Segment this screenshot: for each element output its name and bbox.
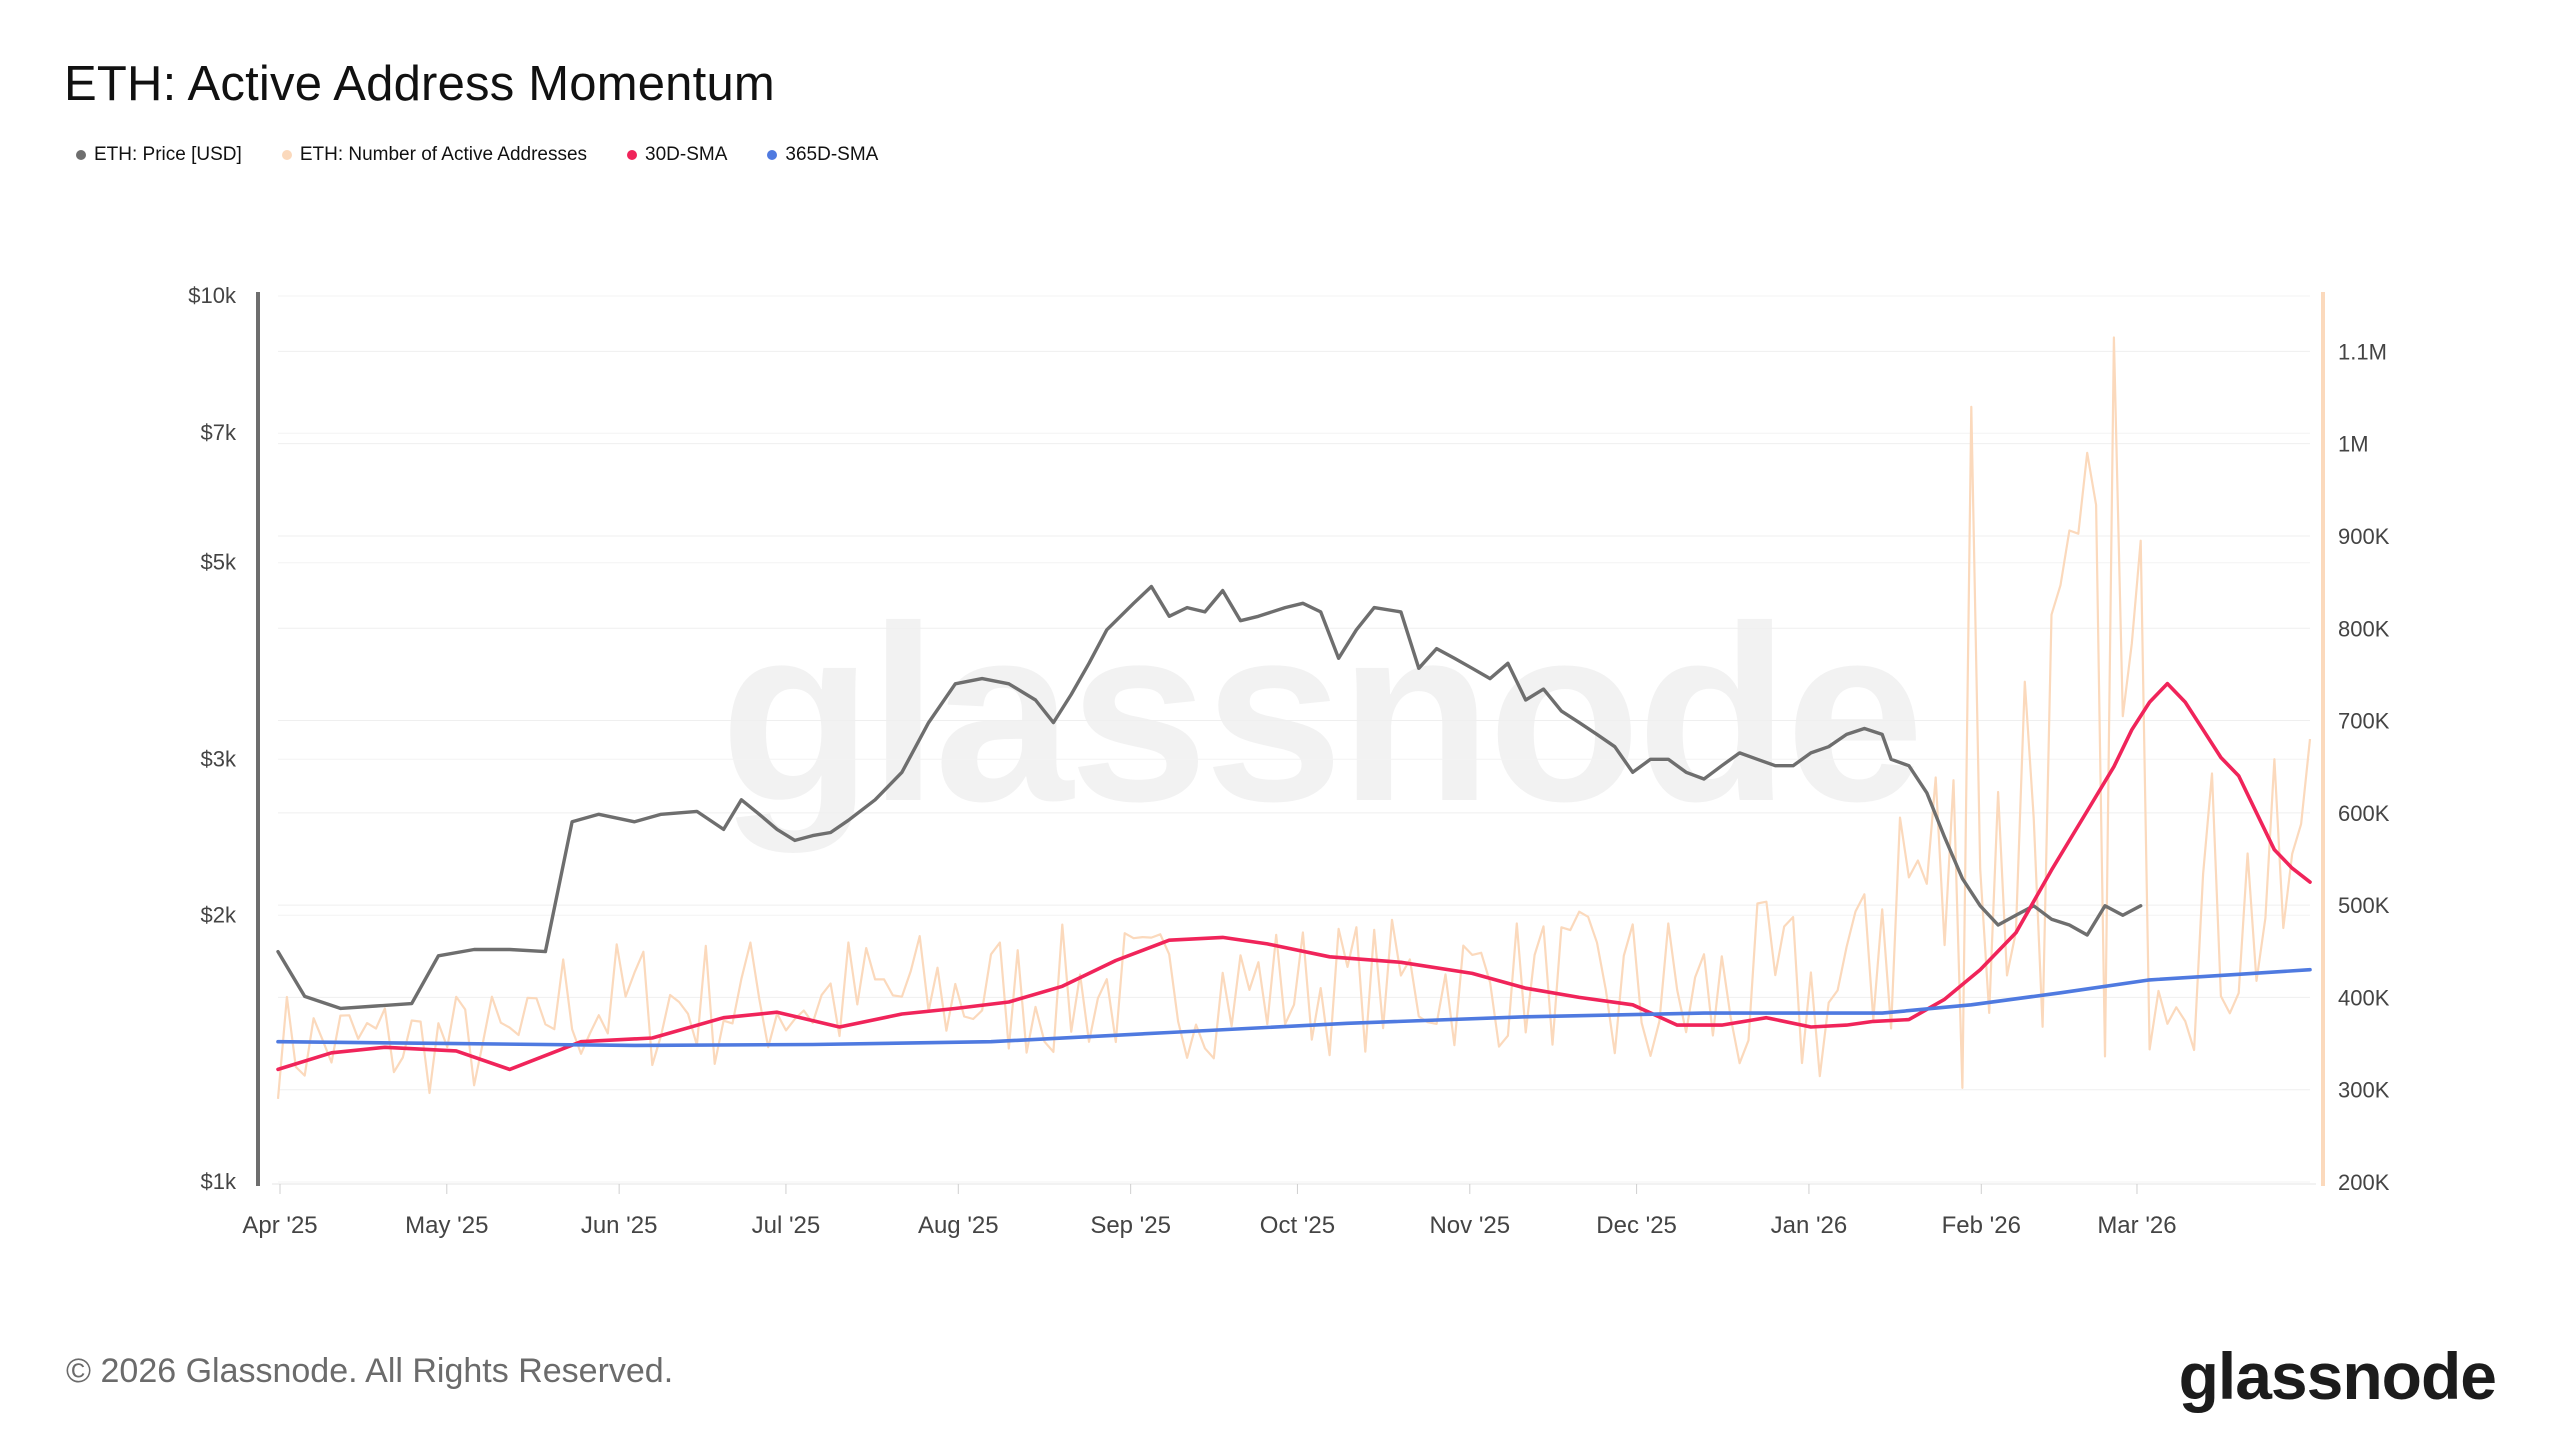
series-365d-sma [276,967,2312,1048]
glassnode-logo: glassnode [2178,1339,2497,1413]
x-tick-label: Mar '26 [2097,1212,2176,1239]
x-tick-label: Aug '25 [918,1212,999,1239]
legend: ETH: Price [USD] ETH: Number of Active A… [76,144,878,166]
series-active-addresses [276,336,2312,1099]
legend-dot-price [76,150,86,160]
y-right-tick-label: 400K [2338,985,2390,1010]
y-left-tick-label: $1k [201,1169,237,1194]
legend-item-price[interactable]: ETH: Price [USD] [76,144,242,166]
legend-label-30d-sma: 30D-SMA [645,144,728,165]
y-right-tick-label: 1.1M [2338,339,2387,364]
x-tick-label: Feb '26 [1942,1212,2021,1239]
x-tick-label: Apr '25 [242,1212,317,1239]
y-left-tick-label: $10k [188,283,237,308]
legend-dot-30d-sma [627,150,638,160]
x-tick-label: Dec '25 [1596,1212,1677,1239]
y-right-tick-label: 800K [2338,616,2390,641]
y-right-tick-label: 900K [2338,524,2390,549]
x-tick-label: May '25 [405,1212,488,1239]
y-right-tick-label: 1M [2338,432,2369,457]
x-tick-label: Oct '25 [1260,1212,1335,1239]
copyright-footer: © 2026 Glassnode. All Rights Reserved. [66,1352,674,1390]
x-tick-label: Nov '25 [1429,1212,1510,1239]
x-tick-label: Sep '25 [1090,1212,1171,1239]
y-left-tick-label: $5k [201,550,237,575]
y-right-tick-label: 300K [2338,1078,2390,1103]
legend-label-365d-sma: 365D-SMA [785,144,879,165]
chart-title: ETH: Active Address Momentum [64,57,775,111]
x-tick-label: Jul '25 [752,1212,821,1239]
x-tick-label: Jun '25 [581,1212,658,1239]
legend-dot-active-addresses [281,150,292,160]
y-left-tick-label: $7k [201,420,237,445]
legend-dot-365d-sma [767,150,778,160]
series-price [276,584,2143,1011]
y-right-tick-label: 600K [2338,801,2390,826]
legend-label-price: ETH: Price [USD] [94,144,242,165]
series-30d-sma [276,681,2312,1072]
legend-item-30d-sma[interactable]: 30D-SMA [627,144,727,166]
legend-label-active-addresses: ETH: Number of Active Addresses [299,144,588,165]
y-right-tick-label: 500K [2338,893,2390,918]
legend-item-365d-sma[interactable]: 365D-SMA [767,144,878,166]
y-left-tick-label: $3k [201,746,237,771]
y-right-tick-label: 700K [2338,709,2390,734]
y-left-tick-label: $2k [201,902,237,927]
legend-item-active-addresses[interactable]: ETH: Number of Active Addresses [281,144,588,166]
y-right-tick-label: 200K [2338,1170,2390,1195]
x-tick-label: Jan '26 [1771,1212,1848,1239]
